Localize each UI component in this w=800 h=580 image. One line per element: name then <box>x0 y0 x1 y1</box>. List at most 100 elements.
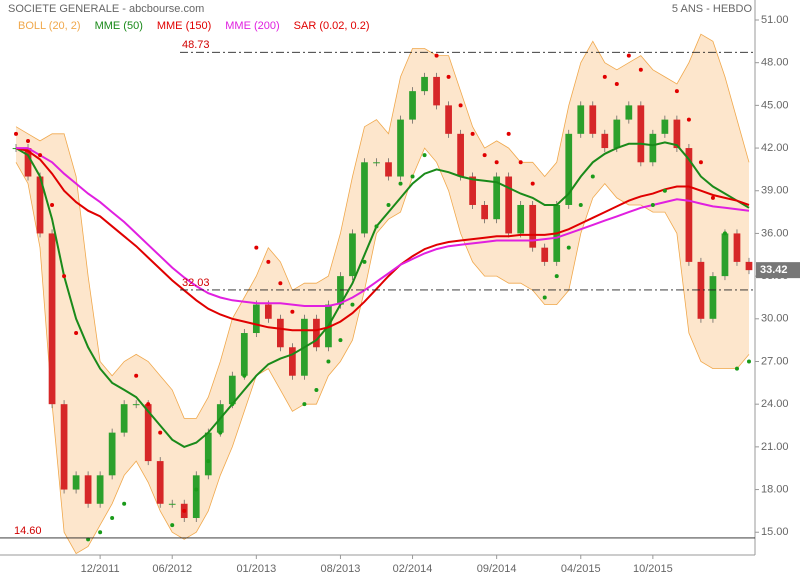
candle <box>264 304 272 319</box>
candle <box>709 276 717 319</box>
x-tick-label: 12/2011 <box>81 563 120 575</box>
y-tick-label: 36.00 <box>761 227 789 239</box>
ma-line <box>16 147 750 307</box>
last-price-tag <box>756 262 800 279</box>
candle <box>661 119 669 134</box>
sar-dot <box>266 259 271 264</box>
y-tick-label: 42.00 <box>761 142 789 154</box>
sar-dot <box>170 523 175 528</box>
y-tick-label: 15.00 <box>761 526 789 538</box>
candle <box>589 105 597 134</box>
candle <box>649 133 657 163</box>
y-tick-label: 39.00 <box>761 185 789 197</box>
legend-entry: MME (150) <box>157 20 211 32</box>
sar-dot <box>110 516 115 521</box>
boll-upper <box>15 33 750 419</box>
sar-dot <box>518 160 523 165</box>
sar-dot <box>302 402 307 407</box>
legend-entry: SAR (0.02, 0.2) <box>294 20 370 32</box>
candle <box>132 404 140 406</box>
candle <box>685 148 693 262</box>
chart-title: SOCIETE GENERALE - abcbourse.com <box>8 3 204 15</box>
sar-dot <box>590 174 595 179</box>
sar-dot <box>374 224 379 229</box>
candle <box>565 133 573 205</box>
sar-dot <box>710 195 715 200</box>
sar-dot <box>158 430 163 435</box>
candle <box>721 233 729 277</box>
legend-entry: BOLL (20, 2) <box>18 20 81 32</box>
y-tick-label: 30.00 <box>761 313 789 325</box>
sar-dot <box>446 74 451 79</box>
candle <box>613 119 621 149</box>
sar-dot <box>326 359 331 364</box>
candle <box>409 91 416 120</box>
ma-line <box>15 141 750 449</box>
candle <box>96 475 104 504</box>
x-tick-label: 02/2014 <box>393 563 433 575</box>
sar-dot <box>410 174 415 179</box>
sar-dot <box>638 67 643 72</box>
candle <box>192 475 200 519</box>
candle <box>445 105 452 134</box>
candle <box>313 318 320 348</box>
y-tick-label: 24.00 <box>761 398 789 410</box>
candle <box>240 333 248 376</box>
sar-dot <box>26 138 31 143</box>
sar-dot <box>470 131 475 136</box>
sar-dot <box>278 281 283 286</box>
legend-entry: MME (200) <box>225 20 279 32</box>
candle <box>541 247 549 262</box>
candle <box>168 503 176 505</box>
y-tick-label: 18.00 <box>761 483 789 495</box>
sar-dot <box>218 430 223 435</box>
reference-label: 32.03 <box>182 277 210 289</box>
sar-dot <box>74 331 79 336</box>
sar-dot <box>50 202 55 207</box>
sar-dot <box>434 53 439 58</box>
x-tick-label: 01/2013 <box>236 563 276 575</box>
sar-dot <box>506 131 511 136</box>
sar-dot <box>206 459 211 464</box>
candle <box>673 119 681 149</box>
sar-dot <box>242 373 247 378</box>
x-tick-label: 06/2012 <box>152 563 192 575</box>
candle <box>385 162 392 177</box>
sar-dot <box>686 117 691 122</box>
candle <box>24 148 32 177</box>
sar-dot <box>62 274 67 279</box>
sar-dot <box>614 82 619 87</box>
sar-dot <box>398 181 403 186</box>
candle <box>120 404 128 433</box>
period-label: 5 ANS - HEBDO <box>672 3 753 15</box>
reference-label: 48.73 <box>182 39 210 51</box>
sar-dot <box>386 202 391 207</box>
sar-dot <box>230 402 235 407</box>
candle <box>421 76 428 92</box>
candle <box>156 461 164 504</box>
candle <box>637 105 645 163</box>
candle <box>433 76 440 106</box>
sar-dot <box>338 338 343 343</box>
candle <box>144 404 152 462</box>
sar-dot <box>674 89 679 94</box>
y-tick-label: 21.00 <box>761 441 789 453</box>
candle <box>48 233 56 405</box>
candle <box>625 105 633 120</box>
sar-dot <box>14 131 19 136</box>
sar-dot <box>350 302 355 307</box>
sar-dot <box>98 530 103 535</box>
sar-dot <box>566 245 571 250</box>
sar-dot <box>134 373 139 378</box>
candle <box>289 347 296 376</box>
sar-dot <box>254 245 259 250</box>
candle <box>601 133 609 149</box>
candle <box>228 375 236 405</box>
candle <box>397 119 404 177</box>
sar-dot <box>722 231 727 236</box>
sar-dot <box>290 309 295 314</box>
sar-dot <box>482 153 487 158</box>
legend-entry: MME (50) <box>95 20 143 32</box>
sar-dot <box>494 160 499 165</box>
